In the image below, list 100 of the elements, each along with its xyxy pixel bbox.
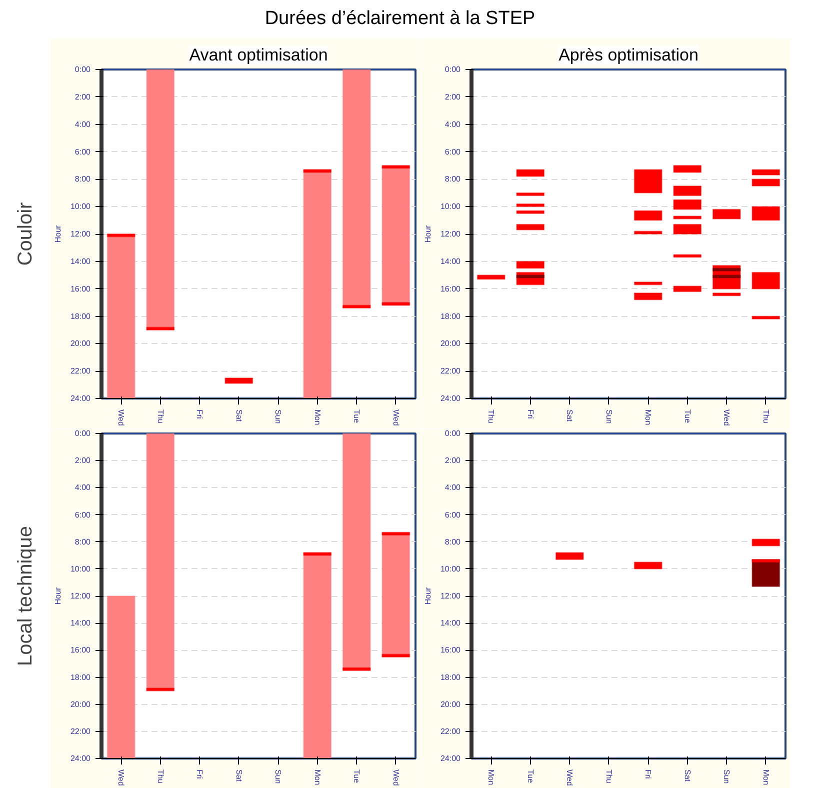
y-tick-label: 4:00 bbox=[74, 120, 92, 129]
bar bbox=[342, 667, 371, 671]
x-tick-label: Wed bbox=[116, 770, 126, 786]
y-tick-label: 8:00 bbox=[444, 174, 462, 184]
x-tick-label: Tue bbox=[352, 770, 362, 784]
x-tick-label: Tue bbox=[352, 410, 362, 424]
y-tick-label: 22:00 bbox=[440, 366, 462, 376]
bar bbox=[516, 192, 545, 196]
x-tick-label: Thu bbox=[156, 770, 165, 784]
bar bbox=[712, 208, 741, 220]
bar bbox=[224, 377, 254, 384]
bar bbox=[516, 169, 545, 177]
bar bbox=[516, 210, 545, 214]
bar bbox=[673, 224, 702, 234]
y-tick-label: 8:00 bbox=[74, 174, 92, 184]
y-tick-label: 24:00 bbox=[440, 754, 462, 763]
x-tick-label: Fri bbox=[195, 410, 204, 420]
x-tick-label: Wed bbox=[116, 410, 126, 426]
x-tick-label: Sat bbox=[234, 770, 244, 782]
y-tick-label: 10:00 bbox=[440, 202, 462, 212]
bar bbox=[752, 272, 780, 290]
y-tick-label: 2:00 bbox=[74, 456, 92, 466]
bar bbox=[303, 552, 332, 556]
bar bbox=[634, 210, 662, 221]
x-tick-label: Mon bbox=[312, 770, 322, 786]
bar bbox=[382, 164, 410, 169]
bar bbox=[303, 169, 332, 173]
bar bbox=[712, 268, 741, 272]
y-tick-label: 20:00 bbox=[70, 339, 92, 348]
bar bbox=[634, 281, 662, 286]
bar bbox=[673, 254, 702, 258]
y-tick-label: 10:00 bbox=[70, 564, 92, 574]
chart-title: Avant optimisation bbox=[189, 46, 328, 64]
y-tick-label: 20:00 bbox=[70, 700, 92, 709]
text: Durées d’éclairement à la STEP bbox=[264, 7, 536, 31]
bar bbox=[752, 558, 780, 563]
y-tick-label: 16:00 bbox=[70, 284, 92, 294]
bar bbox=[342, 304, 371, 309]
x-tick-label: Wed bbox=[565, 770, 574, 786]
x-tick-label: Thu bbox=[761, 410, 770, 424]
bar bbox=[673, 216, 702, 220]
x-tick-label: Fri bbox=[644, 770, 653, 780]
y-tick-label: 2:00 bbox=[74, 92, 92, 102]
x-tick-label: Sun bbox=[604, 410, 614, 424]
bar bbox=[752, 178, 780, 187]
bar bbox=[712, 292, 741, 296]
bar bbox=[634, 230, 662, 234]
x-tick-label: Tue bbox=[682, 410, 692, 424]
bar bbox=[382, 302, 410, 306]
y-tick-label: 14:00 bbox=[70, 618, 92, 628]
y-tick-label: 10:00 bbox=[440, 564, 462, 574]
x-tick-label: Wed bbox=[722, 410, 732, 426]
x-tick-label: Thu bbox=[486, 410, 496, 424]
chart-title: Après optimisation bbox=[558, 46, 698, 64]
x-tick-label: Fri bbox=[195, 770, 204, 780]
x-tick-label: Wed bbox=[391, 770, 400, 786]
text: Local technique bbox=[14, 526, 36, 666]
x-tick-label: Thu bbox=[604, 770, 614, 784]
y-axis-title: Hour bbox=[53, 586, 62, 605]
y-tick-label: 18:00 bbox=[70, 312, 92, 321]
y-axis-title: Hour bbox=[423, 586, 432, 605]
y-tick-label: 10:00 bbox=[70, 202, 92, 212]
y-tick-label: 0:00 bbox=[74, 429, 92, 438]
x-tick-label: Sun bbox=[274, 410, 283, 424]
x-tick-label: Mon bbox=[761, 770, 770, 786]
x-tick-label: Wed bbox=[391, 410, 400, 426]
y-tick-label: 6:00 bbox=[444, 147, 462, 156]
bar bbox=[516, 260, 545, 269]
bar bbox=[106, 234, 136, 238]
bar bbox=[146, 688, 175, 692]
bar bbox=[673, 199, 702, 210]
y-tick-label: 12:00 bbox=[440, 230, 462, 238]
bar bbox=[382, 532, 410, 536]
bar bbox=[476, 274, 506, 280]
x-tick-label: Mon bbox=[644, 410, 653, 426]
x-tick-label: Sun bbox=[722, 770, 732, 784]
bar bbox=[673, 286, 702, 292]
bar bbox=[634, 292, 662, 300]
x-tick-label: Fri bbox=[526, 410, 535, 420]
y-tick-label: 24:00 bbox=[440, 394, 462, 403]
y-tick-label: 14:00 bbox=[440, 618, 462, 628]
bar bbox=[516, 224, 545, 230]
bar bbox=[634, 169, 662, 194]
y-tick-label: 24:00 bbox=[70, 754, 92, 763]
y-tick-label: 12:00 bbox=[440, 592, 462, 600]
x-tick-label: Sat bbox=[234, 410, 244, 422]
y-tick-label: 18:00 bbox=[440, 312, 462, 321]
x-tick-label: Thu bbox=[156, 410, 165, 424]
bar bbox=[634, 562, 662, 570]
y-tick-label: 6:00 bbox=[74, 147, 92, 156]
y-tick-label: 20:00 bbox=[440, 339, 462, 348]
y-tick-label: 12:00 bbox=[70, 592, 92, 600]
bar bbox=[752, 206, 780, 221]
y-tick-label: 4:00 bbox=[74, 483, 92, 492]
y-tick-label: 2:00 bbox=[444, 92, 462, 102]
y-tick-label: 16:00 bbox=[440, 646, 462, 655]
y-tick-label: 18:00 bbox=[440, 672, 462, 682]
x-tick-label: Sun bbox=[274, 770, 283, 784]
y-tick-label: 0:00 bbox=[444, 65, 462, 74]
bar bbox=[516, 203, 545, 208]
